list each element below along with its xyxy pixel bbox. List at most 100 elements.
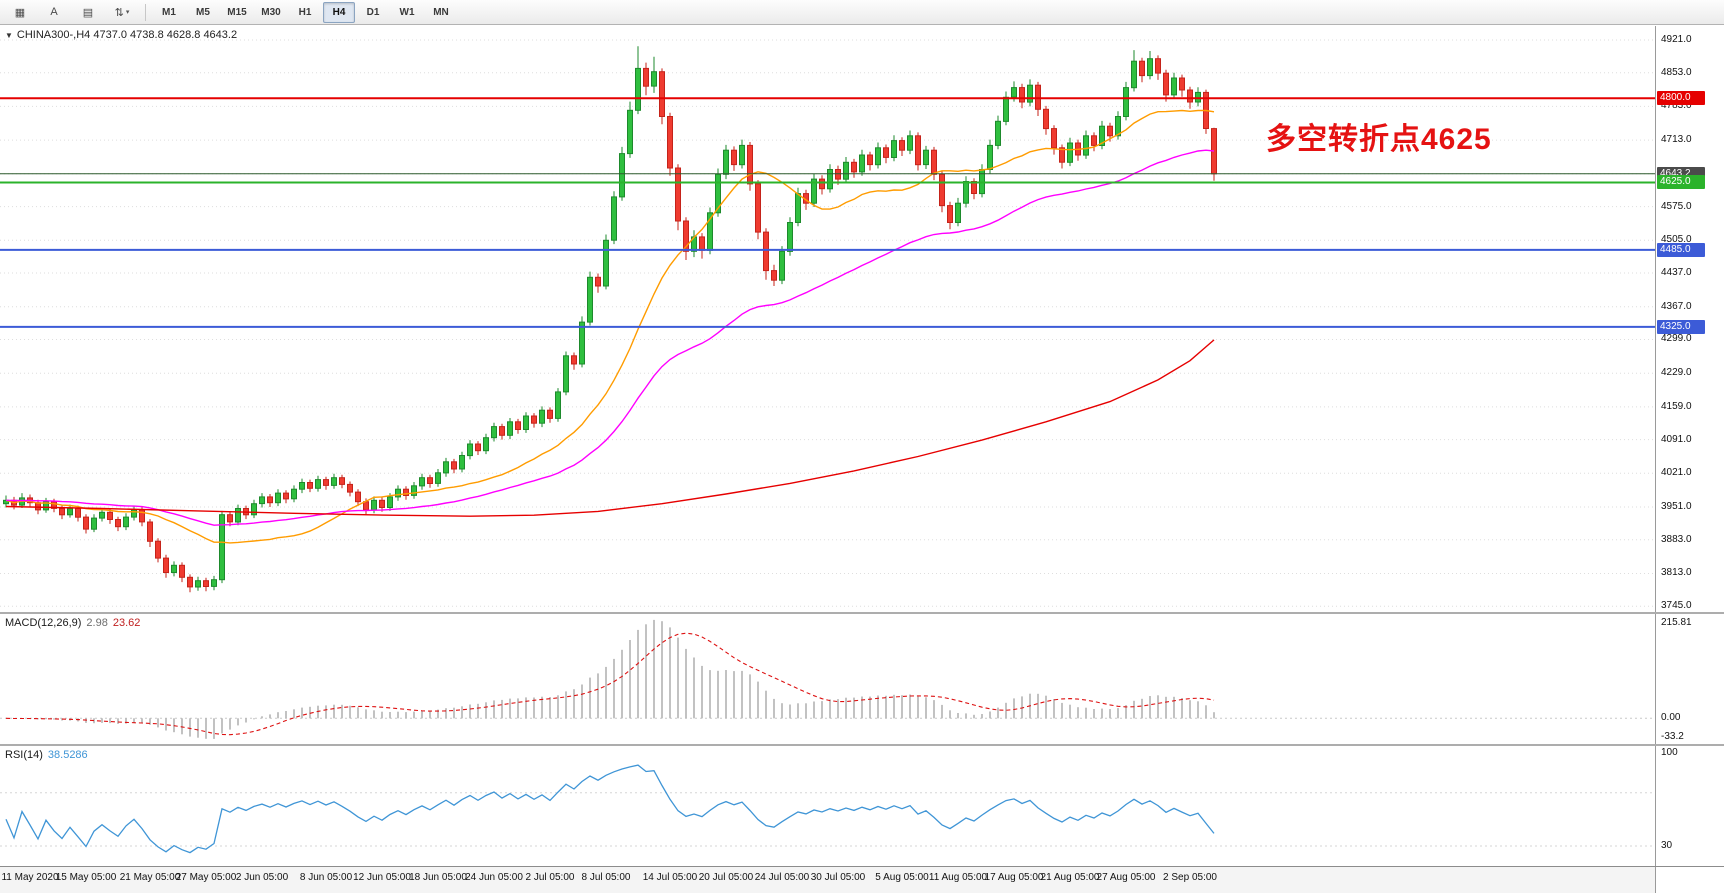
candle [195,576,201,591]
candle [459,451,465,473]
candle [355,489,361,507]
price-tick-label: 4783.0 [1661,100,1692,112]
time-axis-label: 2 Sep 05:00 [1163,872,1217,883]
candle [819,175,825,195]
price-axis[interactable]: 4921.04853.04783.04713.04643.04575.04505… [1655,26,1724,612]
candle [307,479,313,493]
macd-axis[interactable]: 215.81 0.00 -33.2 [1655,614,1724,744]
candle [475,441,481,455]
candle [779,246,785,285]
time-axis-label: 20 Jul 05:00 [698,872,754,883]
candle [915,132,921,171]
candle [611,191,617,245]
price-tick-label: 4229.0 [1661,367,1692,379]
candle [507,418,513,440]
toolbar-separator [145,3,146,21]
candle [411,482,417,499]
candle [939,170,945,213]
timeframe-mn-button[interactable]: MN [433,6,449,18]
main-chart-plot[interactable] [0,26,1655,612]
candle [635,46,641,115]
rsi-axis[interactable]: 100 30 [1655,746,1724,866]
cursor-tool-a-button[interactable]: A [50,6,58,18]
candle [451,458,457,474]
panel-divider[interactable] [0,612,1724,614]
macd-panel: 215.81 0.00 -33.2 MACD(12,26,9) 2.98 23.62 [0,614,1724,744]
candle [643,62,649,96]
time-axis-label: 8 Jun 05:00 [299,872,353,883]
time-axis-label: 15 May 05:00 [55,872,117,883]
candle [707,207,713,255]
candle [1067,137,1073,167]
candle [227,511,233,527]
rsi-value: 38.5286 [47,749,88,761]
chart-window-icon[interactable]: ▦ [14,6,26,19]
candle [315,475,321,492]
candle [571,352,577,370]
price-tick-label: 4575.0 [1661,200,1692,212]
candle [291,485,297,503]
timeframe-d1-button[interactable]: D1 [366,6,380,18]
candle [1027,79,1033,107]
timeframe-m15-button[interactable]: M15 [227,6,247,18]
dropdown-caret-icon: ▾ [125,9,130,16]
candle [1019,83,1025,109]
rsi-label: RSI(14) 38.5286 [5,749,88,761]
candle [483,433,489,455]
candle [595,273,601,293]
panel-divider[interactable] [0,744,1724,746]
symbol-ohlc-text: CHINA300-,H4 4737.0 4738.8 4628.8 4643.2 [16,29,238,41]
candle [179,562,185,583]
chart-annotation-text[interactable]: 多空转折点4625 [1266,123,1492,156]
candle [1203,89,1209,134]
price-level-badge: 4625.0 [1657,175,1705,190]
moving-averages [5,109,1215,544]
timeframe-m1-button[interactable]: M1 [162,6,176,18]
scale-tool-icon[interactable]: ⇅ ▾ [114,6,130,19]
timeframe-w1-button[interactable]: W1 [399,6,415,18]
timeframe-m30-button[interactable]: M30 [261,6,281,18]
candle [659,68,665,125]
candle [339,474,345,489]
price-tick-label: 4021.0 [1661,467,1692,479]
candle [867,151,873,171]
candle [675,164,681,231]
macd-tick-label: 0.00 [1661,712,1681,724]
timeframe-h1-button[interactable]: H1 [298,6,312,18]
candle [515,418,521,434]
time-axis[interactable]: 11 May 2020 15 May 05:00 21 May 05:00 27 Ma… [0,866,1724,893]
rsi-panel: 100 30 RSI(14) 38.5286 [0,746,1724,866]
candle [123,513,129,531]
candle [107,509,113,524]
price-tick-label: 4091.0 [1661,433,1692,445]
candle [843,157,849,183]
candle [1003,91,1009,126]
rsi-plot[interactable] [0,746,1655,866]
candle [171,561,177,577]
candle [699,233,705,259]
template-icon[interactable]: ▤ [82,6,94,19]
candle [187,574,193,593]
macd-plot[interactable] [0,614,1655,744]
candle [1195,87,1201,107]
candle [547,407,553,423]
candle [587,271,593,326]
time-axis-label: 24 Jun 05:00 [465,872,523,883]
candle [163,554,169,578]
collapse-triangle-icon[interactable]: ▼ [5,30,13,40]
candle [467,440,473,460]
timeframe-m5-button[interactable]: M5 [196,6,210,18]
price-tick-label: 4713.0 [1661,134,1692,146]
candle [539,406,545,428]
candle [827,164,833,193]
candle [259,493,265,508]
time-axis-label: 18 Jun 05:00 [409,872,467,883]
candle [731,146,737,171]
macd-value-signal: 23.62 [112,617,141,629]
time-axis-label: 14 Jul 05:00 [642,872,698,883]
timeframe-h4-button[interactable]: H4 [323,1,355,23]
candle [1211,127,1217,181]
price-level-badge: 4325.0 [1657,319,1705,334]
axis-corner [1655,867,1724,893]
candle [1171,72,1177,99]
